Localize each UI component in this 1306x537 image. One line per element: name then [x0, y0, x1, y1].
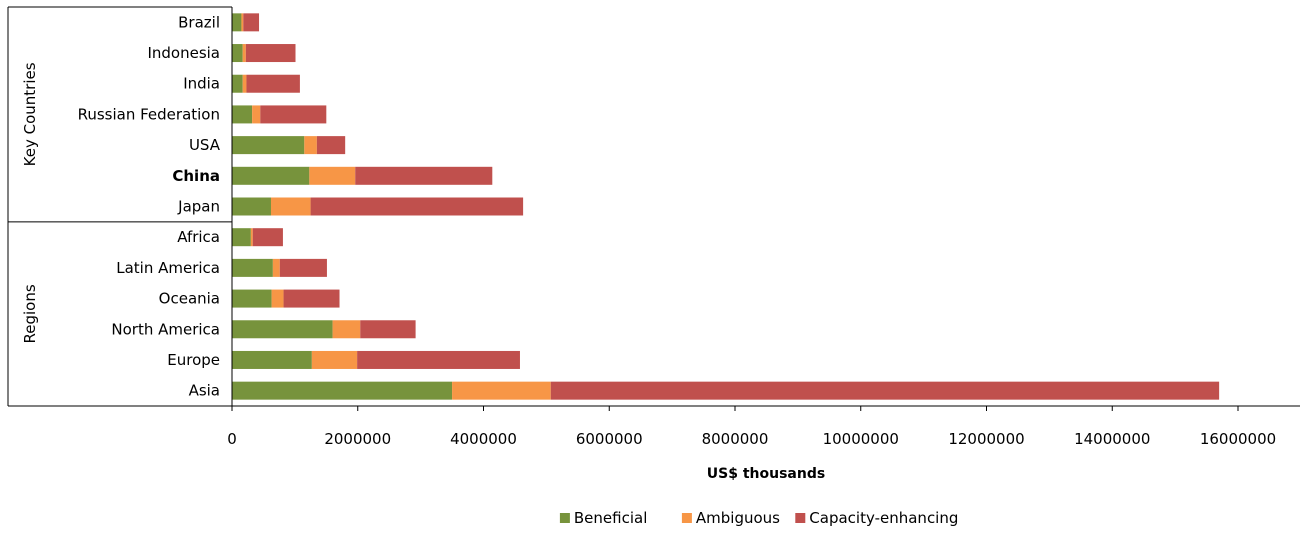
bar-segment [252, 105, 261, 124]
bar-segment [550, 381, 1220, 400]
bar-segment [260, 105, 327, 124]
bar-segment [316, 136, 346, 155]
bar-segment [242, 74, 247, 93]
bar-segment [452, 381, 551, 400]
category-label: North America [111, 320, 220, 338]
x-tick-label: 4000000 [450, 430, 517, 448]
category-label: Latin America [116, 259, 220, 277]
group-label: Key Countries [21, 62, 39, 166]
bar-segment [232, 289, 272, 308]
category-label: China [172, 167, 220, 185]
category-label: Brazil [178, 13, 220, 31]
bar-segment [310, 197, 524, 216]
x-tick-label: 2000000 [324, 430, 391, 448]
bar-segment [246, 74, 300, 93]
bar-segment [232, 197, 271, 216]
bar-segment [232, 166, 310, 185]
legend-label: Ambiguous [696, 509, 780, 527]
bar-segment [252, 228, 283, 247]
legend-swatch [559, 513, 570, 523]
bar-segment [232, 228, 251, 247]
category-label: USA [189, 136, 221, 154]
bar-segment [355, 166, 493, 185]
category-label: Japan [177, 198, 220, 216]
category-label: Oceania [159, 290, 220, 308]
category-label: Africa [177, 228, 220, 246]
bar-segment [270, 197, 311, 216]
bar-segment [243, 13, 260, 32]
x-tick-label: 10000000 [823, 430, 899, 448]
bar-segment [272, 258, 280, 277]
x-tick-label: 8000000 [702, 430, 769, 448]
x-tick-label: 14000000 [1074, 430, 1150, 448]
category-label: India [183, 75, 220, 93]
bar-segment [311, 350, 358, 369]
bar-segment [242, 44, 246, 63]
bar-segment [232, 258, 273, 277]
bar-segment [232, 381, 453, 400]
bar-segment [360, 320, 416, 339]
bar-segment [357, 350, 520, 369]
x-tick-label: 0 [227, 430, 237, 448]
bar-segment [309, 166, 356, 185]
x-tick-label: 12000000 [948, 430, 1024, 448]
bar-segment [232, 13, 242, 32]
x-tick-label: 16000000 [1200, 430, 1276, 448]
bar-segment [279, 258, 327, 277]
bar-segment [250, 228, 253, 247]
bar-segment [232, 136, 305, 155]
x-axis-title: US$ thousands [707, 466, 825, 482]
category-label: Asia [189, 382, 220, 400]
category-label: Indonesia [147, 44, 220, 62]
category-label: Russian Federation [78, 105, 220, 123]
bar-segment [245, 44, 296, 63]
legend-swatch [681, 513, 692, 523]
bar-segment [283, 289, 340, 308]
bar-segment [271, 289, 284, 308]
bar-segment [232, 74, 243, 93]
x-tick-label: 6000000 [576, 430, 643, 448]
bar-segment [232, 44, 243, 63]
category-label: Europe [167, 351, 220, 369]
legend-label: Capacity-enhancing [809, 509, 958, 527]
bar-segment [332, 320, 361, 339]
bar-segment [241, 13, 244, 32]
bar-segment [232, 350, 312, 369]
legend-swatch [795, 513, 806, 523]
group-label: Regions [21, 284, 39, 343]
legend-label: Beneficial [574, 509, 647, 527]
bar-segment [232, 320, 333, 339]
bar-segment [232, 105, 253, 124]
bar-segment [304, 136, 317, 155]
